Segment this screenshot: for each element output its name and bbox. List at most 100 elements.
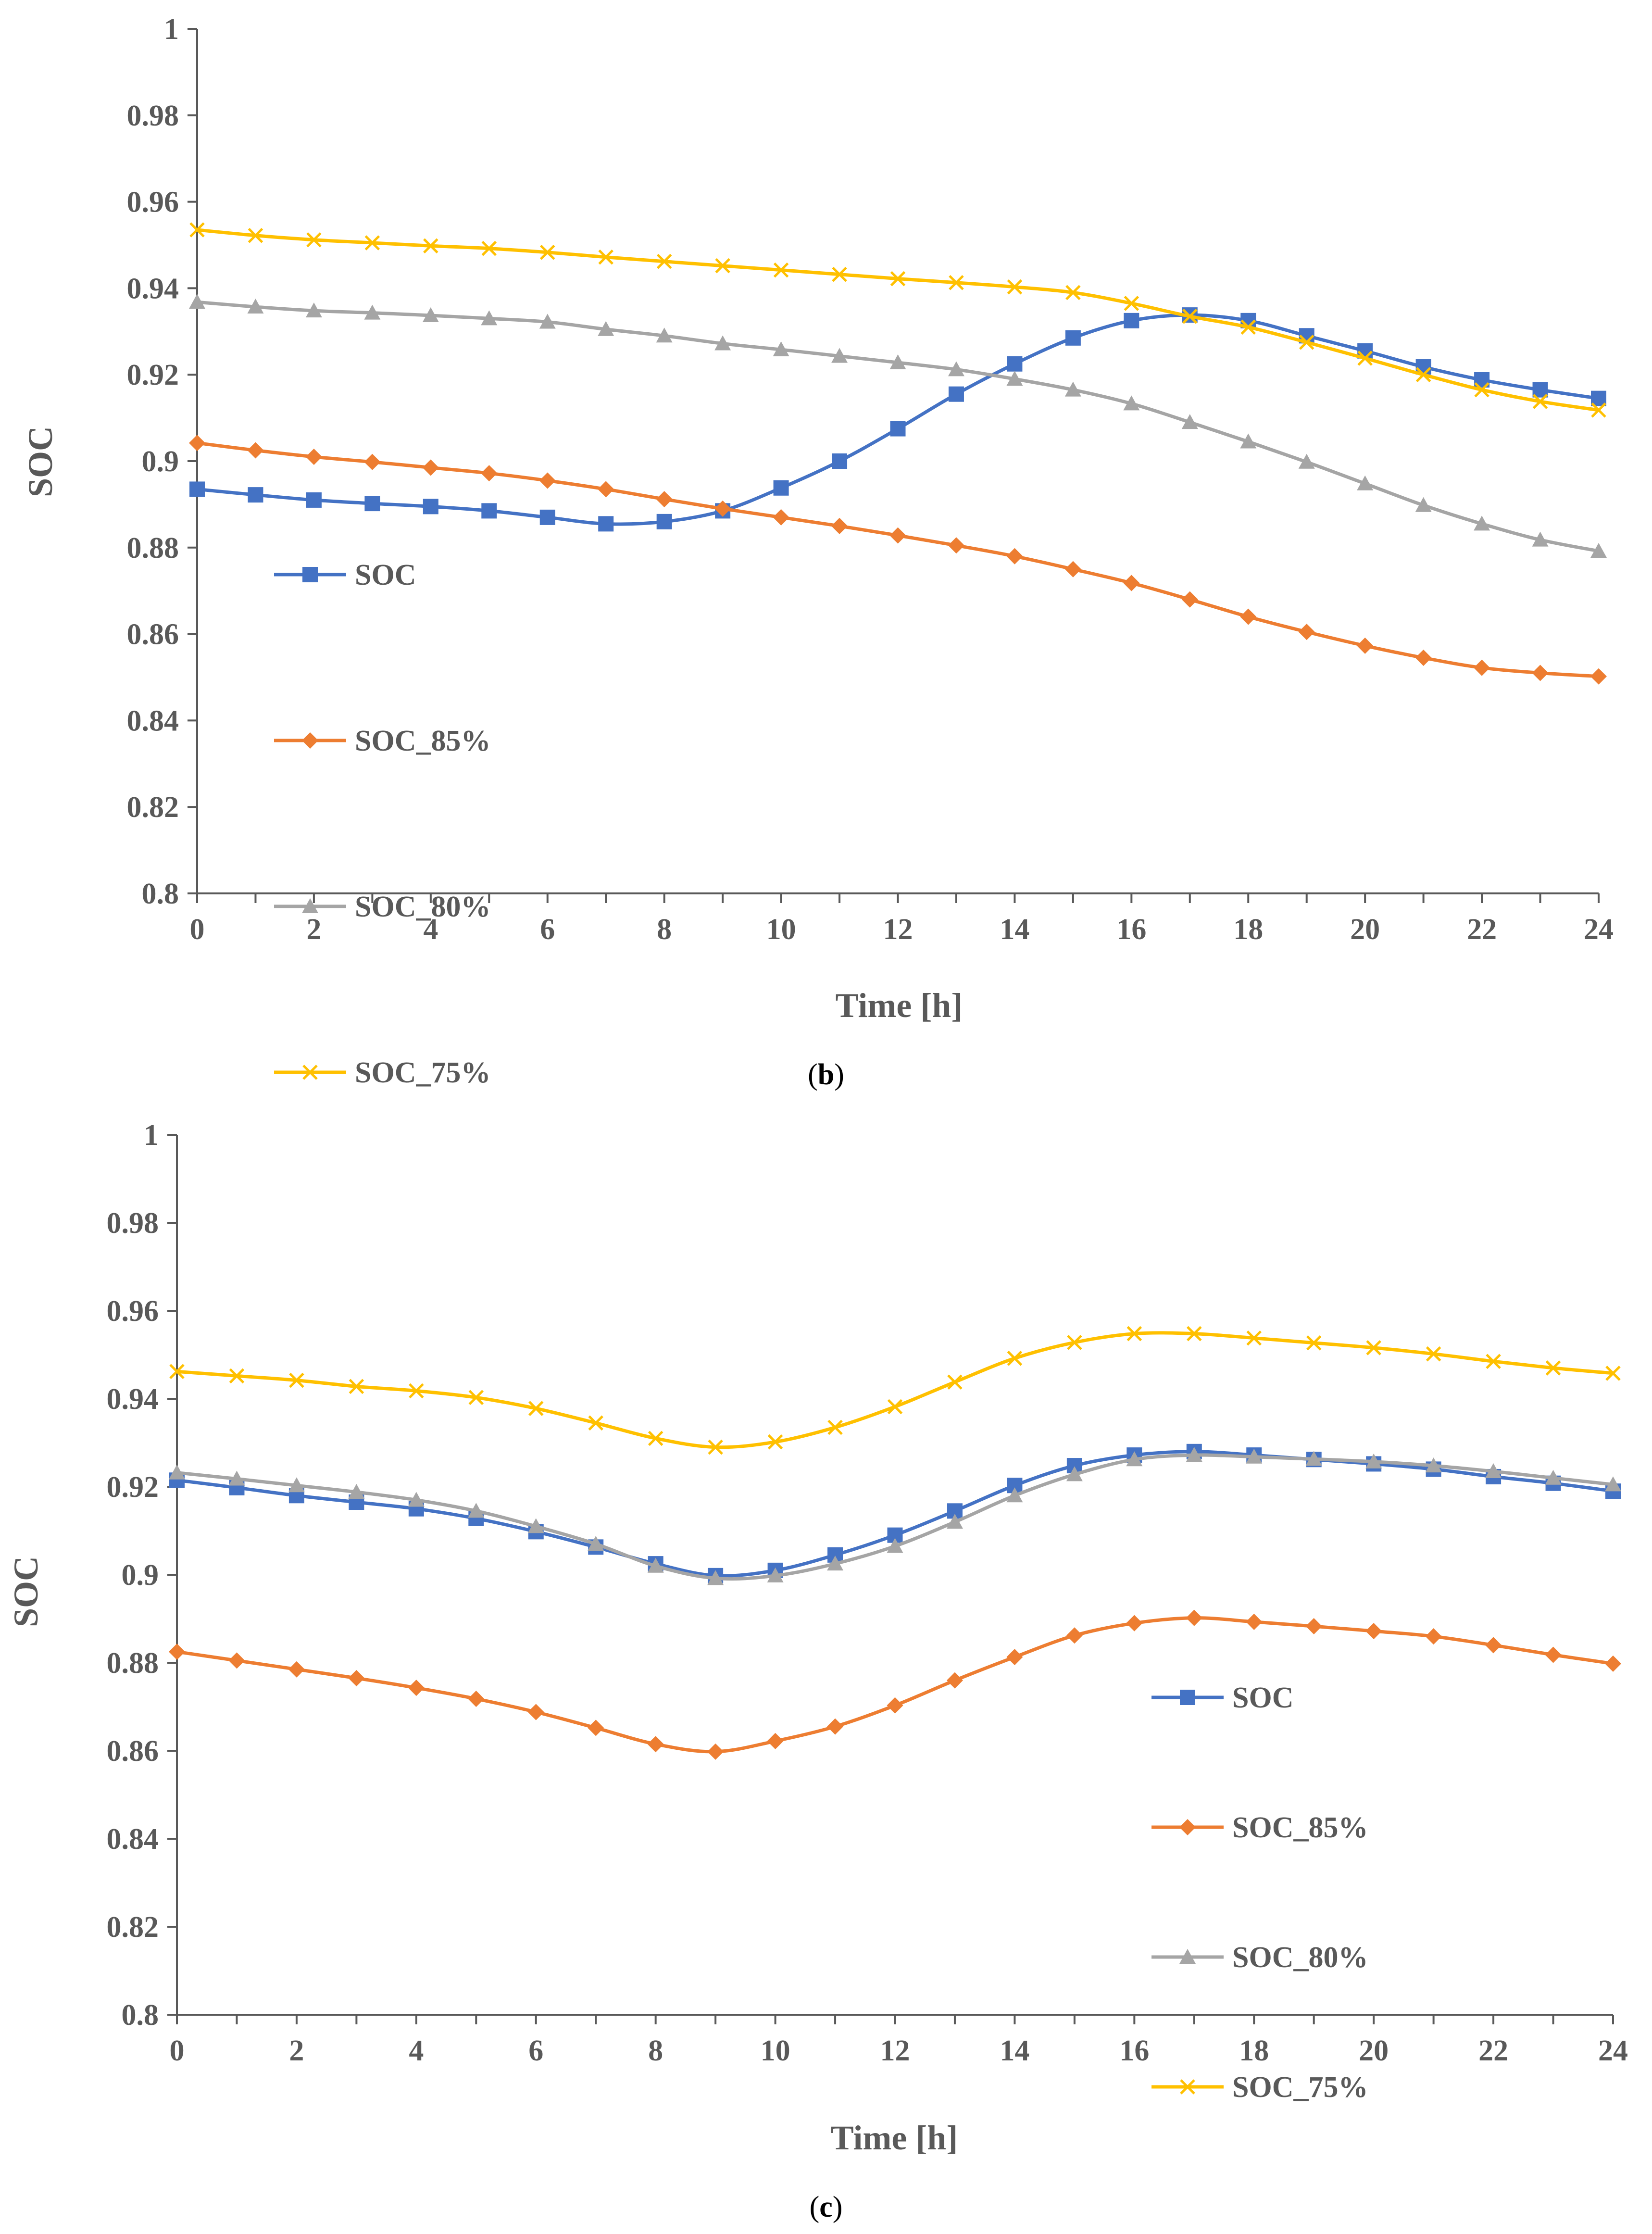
data-point-soc-75 (468, 1390, 484, 1406)
data-point-soc-80 (707, 1570, 724, 1585)
data-point-soc-75 (1182, 309, 1198, 324)
legend-marker (302, 1065, 318, 1080)
data-point-soc-85 (247, 442, 264, 459)
data-point-soc-85 (1365, 1623, 1382, 1640)
data-point-soc-80 (647, 1557, 664, 1573)
x-tick-label: 0 (190, 913, 205, 946)
y-tick-label: 0.94 (127, 272, 179, 305)
y-tick-label: 0.98 (107, 1207, 159, 1240)
series-line-soc (175, 1450, 1615, 1578)
data-point-soc-85 (527, 1704, 544, 1720)
data-point-soc-80 (228, 1470, 245, 1486)
data-point-soc-85 (288, 1661, 305, 1678)
x-axis-ticks: 0 2 4 6 8 10 12 14 16 18 20 22 24 (170, 2015, 1628, 2067)
data-point-soc-85 (189, 435, 205, 452)
data-point-soc-80 (1357, 475, 1374, 490)
series-soc (189, 307, 1606, 532)
data-point-soc-85 (305, 449, 322, 465)
data-point-soc-80 (247, 299, 264, 314)
data-point-soc-80 (827, 1556, 844, 1571)
data-point-soc-80 (408, 1492, 425, 1507)
data-point-soc-75 (656, 253, 672, 269)
legend-marker (302, 567, 318, 582)
data-point-soc-80 (598, 321, 614, 336)
data-point-soc-85 (887, 1697, 903, 1714)
data-point-soc-75 (1126, 1326, 1142, 1342)
data-point-soc-75 (349, 1379, 364, 1394)
legend-label: SOC_75% (355, 1056, 490, 1089)
data-point-soc-75 (1532, 394, 1548, 409)
data-point-soc-80 (1064, 381, 1081, 397)
data-point-soc-75 (598, 249, 613, 265)
series-line-soc-75 (195, 228, 1601, 412)
data-point-soc (364, 496, 380, 512)
data-point-soc-75 (229, 1368, 245, 1384)
data-point-soc (598, 516, 614, 532)
data-point-soc-85 (1485, 1637, 1502, 1654)
legend-marker (1180, 2079, 1195, 2095)
data-point-soc-85 (539, 472, 556, 489)
data-point-soc-80 (288, 1477, 305, 1493)
data-point-soc-75 (947, 1374, 963, 1390)
data-point-soc (481, 503, 497, 519)
data-point-soc-85 (831, 517, 848, 534)
series-soc-75 (169, 1326, 1621, 1455)
x-tick-label: 2 (306, 913, 321, 946)
legend-item-soc-85: SOC_85% (274, 725, 490, 757)
x-tick-label: 6 (528, 2034, 543, 2067)
legend-item-soc: SOC (274, 559, 416, 591)
data-point-soc-80 (714, 335, 731, 351)
data-point-soc-75 (1306, 1335, 1322, 1351)
data-point-soc-75 (1415, 367, 1431, 382)
data-point-soc-75 (1426, 1346, 1441, 1362)
series-line-soc-80 (175, 1453, 1615, 1581)
data-point-soc-75 (539, 245, 555, 260)
caption-open-paren: ( (810, 2191, 820, 2223)
data-point-soc-80 (1126, 1451, 1143, 1467)
series-group (189, 222, 1607, 685)
legend-item-soc-80: SOC_80% (274, 891, 490, 923)
legend-item-soc-75: SOC_75% (274, 1056, 490, 1089)
data-point-soc-80 (1485, 1463, 1502, 1478)
data-point-soc-85 (948, 537, 964, 554)
data-point-soc-80 (946, 1514, 963, 1529)
data-point-soc-85 (1246, 1613, 1263, 1630)
data-point-soc-85 (707, 1743, 724, 1760)
legend-marker (1179, 1819, 1196, 1835)
legend-label: SOC_85% (355, 725, 490, 757)
data-point-soc-80 (1415, 497, 1432, 512)
data-point-soc-85 (468, 1691, 485, 1707)
legend-label: SOC_80% (355, 891, 490, 923)
data-point-soc-85 (408, 1680, 425, 1696)
axes (196, 29, 1599, 894)
data-point-soc (1065, 330, 1081, 346)
data-point-soc-75 (708, 1439, 723, 1455)
data-point-soc-75 (306, 232, 322, 248)
data-point-soc-80 (527, 1518, 544, 1533)
data-point-soc (189, 481, 205, 497)
data-point-soc (948, 386, 964, 402)
y-tick-label: 0.9 (142, 445, 179, 478)
caption-open-paren: ( (808, 1058, 818, 1091)
legend-label: SOC_80% (1232, 1941, 1368, 1974)
data-point-soc-80 (948, 361, 964, 377)
data-point-soc-75 (767, 1434, 783, 1450)
data-point-soc-75 (715, 258, 730, 274)
data-point-soc-75 (1486, 1354, 1501, 1369)
data-point-soc-85 (598, 481, 614, 498)
series-soc-75 (189, 222, 1606, 418)
data-point-soc-80 (481, 310, 498, 326)
data-point-soc-80 (1605, 1476, 1621, 1492)
series-line-soc-75 (175, 1331, 1615, 1449)
data-point-soc-80 (422, 307, 439, 323)
data-point-soc-80 (305, 302, 322, 318)
chart-panel-b: 0 2 4 6 8 10 12 14 16 18 20 22 24 0.80.820.840.860.8… (21, 13, 1614, 1091)
y-tick-label: 0.96 (127, 186, 179, 219)
data-point-soc (832, 453, 848, 469)
y-tick-label: 0.9 (122, 1559, 159, 1592)
data-point-soc-85 (1425, 1628, 1442, 1645)
x-tick-label: 4 (409, 2034, 424, 2067)
data-point-soc-75 (364, 235, 380, 251)
data-point-soc-80 (1365, 1453, 1382, 1468)
y-axis-ticks: 0.8 0.82 0.84 0.86 0.88 0.9 0.92 0.94 0.96 0.98 1 (107, 1119, 177, 2032)
